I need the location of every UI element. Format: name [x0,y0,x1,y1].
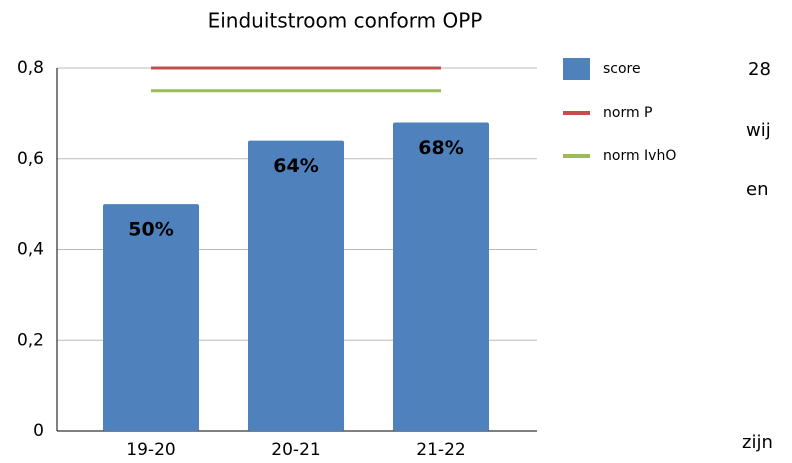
side-text: zijn [742,432,773,453]
x-tick-label: 20-21 [271,440,320,460]
legend-label: norm IvhO [603,148,676,164]
data-label: 64% [273,155,318,177]
x-tick-label: 21-22 [416,440,465,460]
chart-title: Einduitstroom conform OPP [208,9,483,33]
bar [248,140,344,431]
side-text: 28 [748,59,771,80]
y-tick-label: 0,4 [17,240,44,260]
legend-label: norm P [603,105,652,121]
y-tick-label: 0,6 [17,149,44,169]
y-tick-label: 0 [33,421,44,441]
side-text: wij [746,120,771,141]
legend-label: score [603,61,641,77]
data-label: 50% [128,219,173,241]
bar [103,204,199,431]
x-tick-label: 19-20 [126,440,175,460]
y-tick-label: 0,8 [17,58,44,78]
side-text: en [746,179,768,200]
legend-swatch [563,58,590,80]
bar [393,122,489,431]
data-label: 68% [418,137,463,159]
y-tick-label: 0,2 [17,330,44,350]
